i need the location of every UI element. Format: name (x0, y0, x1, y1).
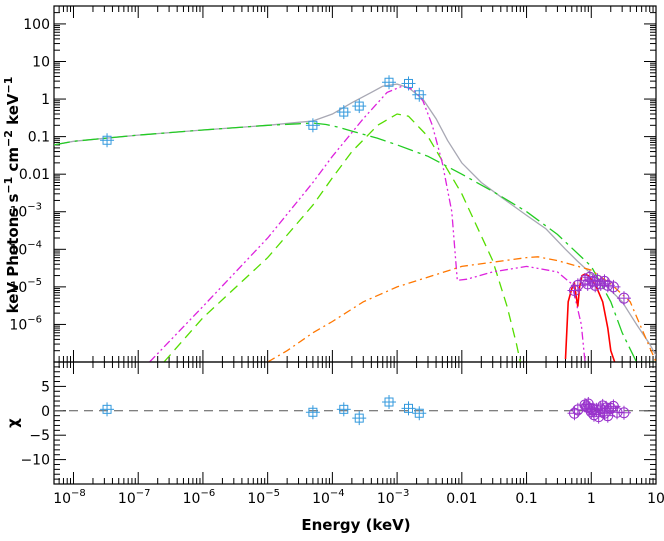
y-tick-label: 10−4 (9, 239, 42, 258)
xrt-point (618, 292, 630, 304)
residual-points (54, 395, 656, 426)
uvot-point (339, 107, 349, 117)
xrt-resid-point (607, 400, 619, 412)
spectrum-frame (53, 5, 657, 363)
x-tick-label: 10−8 (53, 488, 86, 507)
uvot-point (354, 101, 364, 111)
x-tick-label: 1 (587, 491, 596, 507)
y-tick-label: 10 (32, 54, 50, 70)
spectrum-panel: 10−6 10−5 10−4 10−3 0.01 0.1 1 10 100 (9, 5, 657, 363)
model-curve-5 (267, 256, 656, 362)
x-tick-label: 0.01 (446, 491, 477, 507)
uvot-resid-point (404, 403, 414, 413)
x-tick-label: 10−4 (312, 488, 345, 507)
uvot-point (384, 77, 394, 87)
xrt-point (607, 281, 619, 293)
y-tick-label: 0.1 (28, 130, 50, 146)
xrt-point (595, 278, 607, 290)
uvot-resid-point (354, 413, 364, 423)
uvot-point (414, 90, 424, 100)
y-axis-label-spectrum: keV Photons s−1 cm−2 keV−1 (2, 77, 23, 314)
uvot-resid-point (308, 407, 318, 417)
xrt-resid-point (568, 407, 580, 419)
uvot-point (102, 135, 112, 145)
y-tick-label: 0.01 (19, 167, 50, 183)
x-tick-label: 10−3 (377, 488, 410, 507)
model-curve-4 (149, 85, 586, 362)
y-tick-label: 10−3 (9, 202, 42, 221)
x-tick-label: 10−6 (183, 488, 216, 507)
x-tick-label: 0.1 (515, 491, 537, 507)
x-tick-label: 10−5 (247, 488, 280, 507)
model-curve-3 (163, 113, 521, 362)
y-axis-label-residuals: χ (4, 418, 22, 428)
y-tick-label: 1 (41, 92, 50, 108)
uvot-resid-point (339, 404, 349, 414)
model-curves (54, 83, 656, 362)
model-curve-1 (54, 83, 656, 356)
xrt-point (592, 274, 604, 286)
y-tick-label: −10 (20, 453, 50, 469)
uvot-point (404, 78, 414, 88)
y-tick-label: 10−6 (9, 314, 42, 333)
x-tick-label: 10 (647, 491, 664, 507)
xrt-point (598, 275, 610, 287)
residual-frame (53, 361, 657, 485)
residual-panel: 10−8 10−7 10−6 10−5 10−4 10−3 0.01 0.1 1 10 −10 −5 0… (20, 361, 664, 507)
xrt-resid-point (593, 411, 605, 423)
uvot-resid-point (414, 408, 424, 418)
x-axis-label: Energy (keV) (301, 516, 410, 534)
uvot-point (308, 120, 318, 130)
xrt-resid-point (618, 407, 630, 419)
x-tick-label: 10−7 (118, 488, 151, 507)
y-tick-label: 100 (23, 17, 50, 33)
model-curve-2 (54, 122, 656, 362)
y-tick-label: 10−5 (9, 277, 42, 296)
y-tick-label: 5 (41, 379, 50, 395)
xrt-resid-point (605, 402, 617, 414)
spectrum-points (100, 75, 631, 306)
y-tick-label: 0 (41, 404, 50, 420)
uvot-resid-point (102, 404, 112, 414)
uvot-resid-point (384, 397, 394, 407)
xrt-point (602, 279, 614, 291)
y-tick-label: −5 (29, 428, 50, 444)
